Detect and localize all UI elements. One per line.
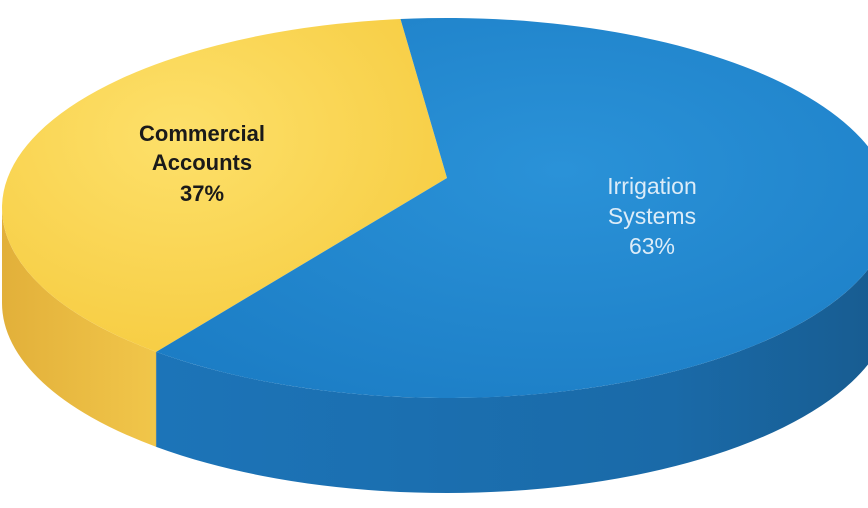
- slice-label-commercial-line1: Commercial: [139, 121, 265, 146]
- pie-side-walls: [1, 208, 868, 493]
- slice-percent-irrigation: 63%: [629, 233, 675, 259]
- pie-slice-irrigation: [156, 18, 868, 398]
- pie-side-commercial: [1, 208, 157, 447]
- pie-top-faces: [1, 18, 868, 398]
- slice-label-commercial-line2: Accounts: [152, 150, 252, 175]
- slice-label-irrigation: Irrigation Systems 63%: [607, 173, 696, 259]
- pie-side-irrigation: [156, 269, 868, 493]
- slice-percent-commercial: 37%: [180, 181, 224, 206]
- slice-label-irrigation-line2: Systems: [608, 203, 696, 229]
- pie-slice-commercial: [1, 19, 447, 352]
- slice-label-commercial: Commercial Accounts 37%: [139, 121, 265, 206]
- slice-label-irrigation-line1: Irrigation: [607, 173, 696, 199]
